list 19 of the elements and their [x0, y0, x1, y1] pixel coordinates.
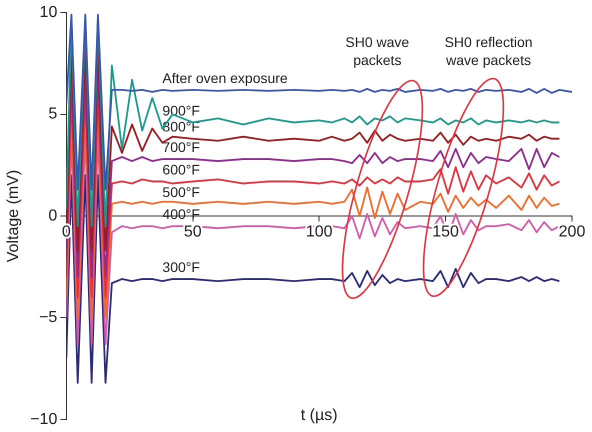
x-tick-label: 50 [184, 223, 202, 240]
y-tick-label: 0 [48, 207, 58, 224]
series-label: 700°F [162, 139, 200, 156]
y-tick-label: −5 [39, 309, 58, 326]
annotation: SH0 reflection wave packets [444, 34, 533, 68]
series-label: 600°F [162, 161, 200, 178]
x-axis-title: t (µs) [300, 407, 338, 424]
annotation: SH0 wave packets [345, 34, 410, 68]
series-label: 500°F [162, 184, 200, 200]
x-tick-label: 100 [306, 223, 333, 240]
series-label: 300°F [162, 259, 200, 276]
y-tick-label: 10 [40, 4, 58, 22]
x-tick-label: 0 [62, 223, 71, 240]
y-axis-title: Voltage (mV) [5, 170, 22, 262]
x-tick-label: 200 [558, 223, 586, 240]
y-tick-label: −10 [30, 410, 58, 428]
series-label: After oven exposure [162, 70, 288, 86]
y-tick-label: 5 [48, 106, 58, 123]
series-label: 900°F [162, 102, 200, 118]
